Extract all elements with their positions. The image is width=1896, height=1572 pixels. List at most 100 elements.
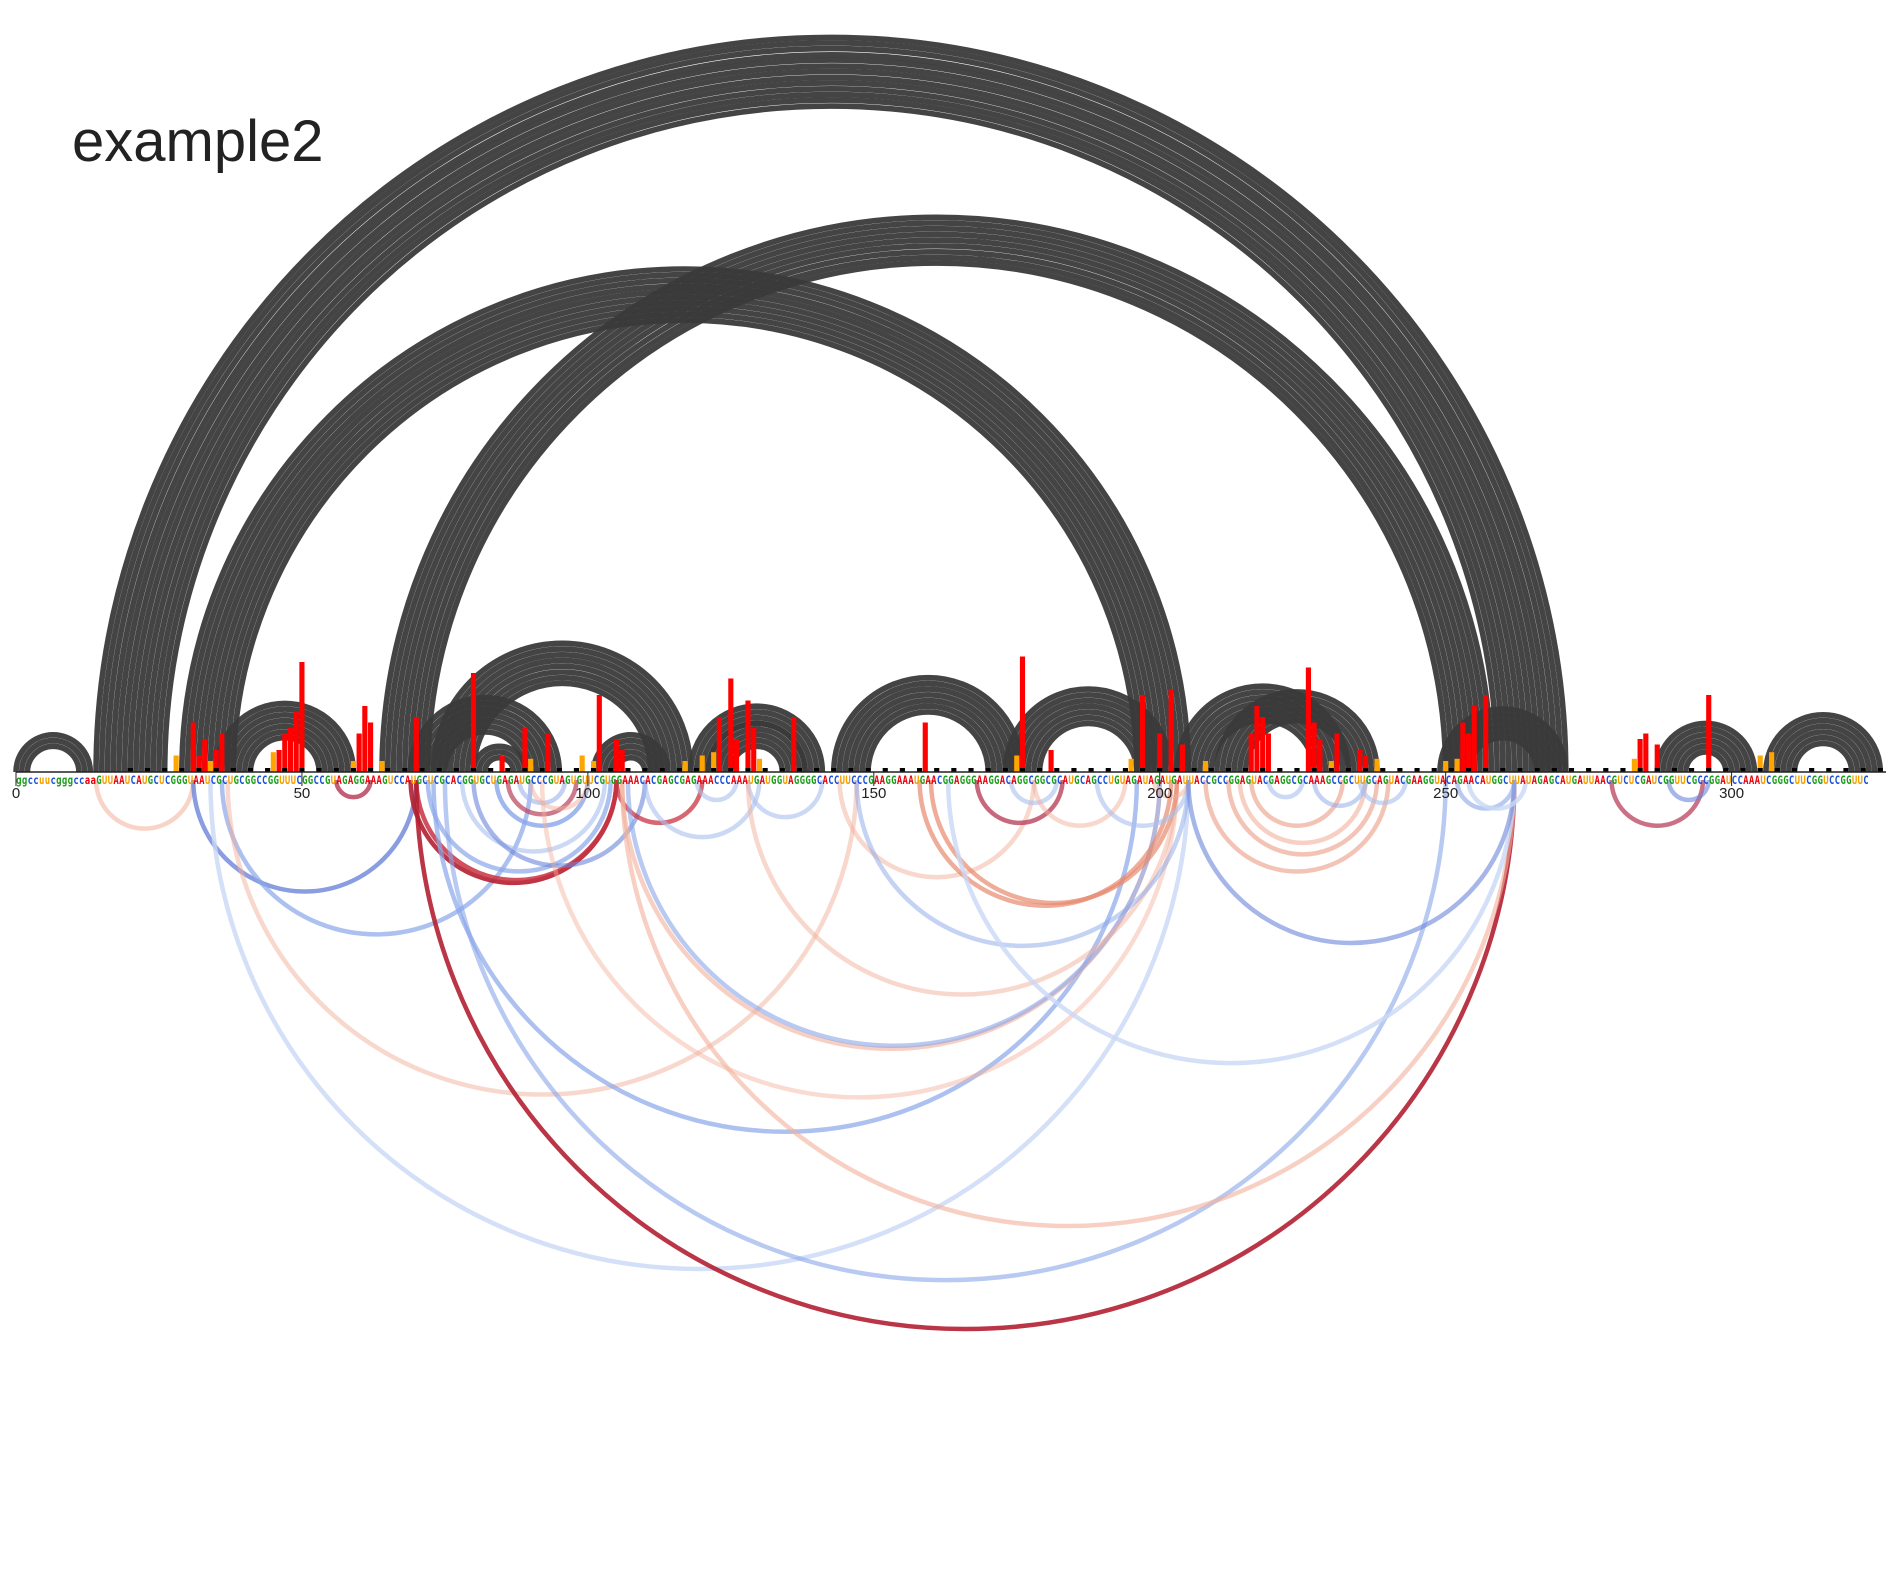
top-arc: [18, 737, 88, 773]
nucleotide: G: [617, 773, 622, 787]
nucleotide: U: [519, 773, 524, 787]
nucleotide: G: [1572, 773, 1577, 787]
reactivity-bar: [1374, 758, 1380, 772]
nucleotide: C: [434, 773, 439, 787]
nucleotide: G: [1114, 773, 1119, 787]
top-arc: [13, 732, 94, 773]
nucleotide: U: [188, 773, 193, 787]
reactivity-bar: [1202, 761, 1209, 772]
reactivity-bar-low: [556, 768, 562, 772]
top-arc: [1660, 726, 1752, 773]
top-arc: [230, 717, 340, 773]
reactivity-bar-low: [659, 768, 665, 772]
reactivity-bar-low: [591, 768, 597, 772]
nucleotide: g: [16, 773, 21, 787]
nucleotide: A: [336, 773, 341, 787]
nucleotide: A: [977, 773, 982, 787]
nucleotide: A: [645, 773, 650, 787]
nucleotide: G: [1812, 773, 1817, 787]
top-arc: [865, 709, 991, 773]
nucleotide: A: [1594, 773, 1599, 787]
top-arc: [396, 231, 1478, 773]
reactivity-bar-low: [230, 768, 236, 772]
reactivity-bar: [1454, 758, 1460, 772]
nucleotide: G: [994, 773, 999, 787]
top-arc: [476, 749, 523, 773]
bottom-arc: [1248, 779, 1345, 828]
nucleotide: G: [1171, 773, 1176, 787]
top-arc: [390, 225, 1483, 773]
nucleotide: C: [1349, 773, 1354, 787]
nucleotide: C: [1806, 773, 1811, 787]
nucleotide: G: [965, 773, 970, 787]
top-arc: [1677, 743, 1735, 773]
nucleotide: G: [548, 773, 553, 787]
reactivity-bar-low: [745, 768, 751, 772]
nucleotide: A: [1755, 773, 1760, 787]
top-arc: [596, 737, 666, 773]
nucleotide: G: [1772, 773, 1777, 787]
reactivity-bar-low: [1174, 768, 1180, 772]
reactivity-bar: [1265, 733, 1271, 772]
reactivity-bar-low: [779, 768, 785, 772]
bottom-arc: [1094, 779, 1191, 828]
reactivity-bar-low: [247, 768, 254, 772]
bottom-arc: [854, 779, 1191, 948]
nucleotide: U: [1852, 773, 1857, 787]
nucleotide: C: [1223, 773, 1228, 787]
reactivity-bar-low: [1860, 768, 1866, 772]
reactivity-bar: [716, 717, 722, 772]
nucleotide: C: [531, 773, 536, 787]
nucleotide: u: [45, 773, 50, 787]
top-arc: [602, 743, 660, 773]
nucleotide: G: [1692, 773, 1697, 787]
bottom-arc: [93, 779, 196, 831]
nucleotide: U: [571, 773, 576, 787]
nucleotide: C: [1554, 773, 1559, 787]
nucleotide: G: [1429, 773, 1434, 787]
nucleotide: G: [1549, 773, 1554, 787]
reactivity-bar: [1260, 717, 1266, 772]
reactivity-bar: [619, 750, 625, 772]
bottom-arc: [1266, 779, 1305, 800]
nucleotide: A: [880, 773, 885, 787]
reactivity-bar-low: [968, 768, 974, 772]
nucleotide: A: [628, 773, 633, 787]
reactivity-bar-low: [573, 768, 580, 772]
reactivity-bar-low: [1071, 768, 1077, 772]
reactivity-bar-low: [1843, 768, 1849, 772]
nucleotide: G: [468, 773, 473, 787]
nucleotide: G: [251, 773, 256, 787]
nucleotide: C: [720, 773, 725, 787]
top-arc: [407, 243, 1466, 773]
top-arc: [224, 712, 345, 773]
top-arc: [1236, 712, 1357, 773]
reactivity-bar: [1328, 761, 1334, 772]
nucleotide: A: [1463, 773, 1468, 787]
reactivity-bar: [1254, 706, 1260, 772]
top-arc: [139, 80, 1523, 773]
nucleotide: U: [331, 773, 336, 787]
nucleotide: G: [325, 773, 330, 787]
reactivity-bar-low: [196, 768, 202, 772]
nucleotide: G: [1211, 773, 1216, 787]
nucleotide: c: [28, 773, 33, 787]
top-arc: [419, 255, 1455, 773]
reactivity-bar: [591, 761, 597, 772]
nucleotide: U: [102, 773, 107, 787]
nucleotide: C: [153, 773, 158, 787]
nucleotide: A: [908, 773, 913, 787]
nucleotide: U: [1526, 773, 1531, 787]
reactivity-bar: [1769, 752, 1775, 772]
nucleotide: G: [771, 773, 776, 787]
reactivity-bar: [367, 722, 374, 772]
top-arc: [1683, 749, 1729, 773]
reactivity-bar-low: [1157, 768, 1163, 772]
nucleotide: A: [1314, 773, 1319, 787]
plot-title: example2: [72, 109, 324, 174]
nucleotide: C: [1657, 773, 1662, 787]
nucleotide: U: [1617, 773, 1622, 787]
nucleotide: C: [1046, 773, 1051, 787]
nucleotide: U: [1566, 773, 1571, 787]
reactivity-bar-low: [350, 768, 356, 772]
